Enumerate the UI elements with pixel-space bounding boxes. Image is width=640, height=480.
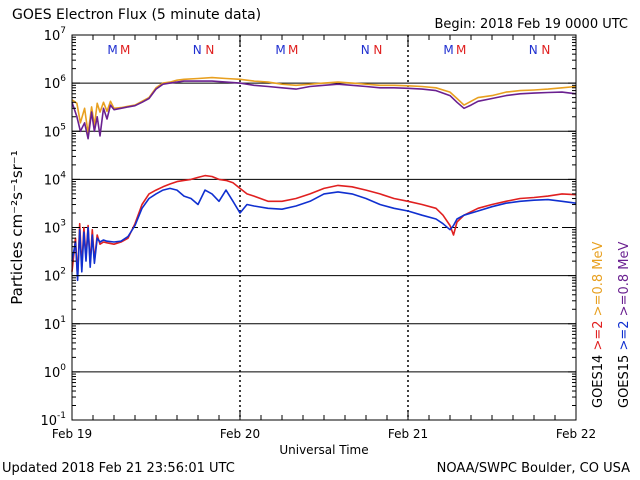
x-tick-label: Feb 19 <box>52 427 92 441</box>
y-tick-base: 10 <box>44 77 61 92</box>
y-tick-label: 104 <box>44 170 67 188</box>
satellite-marker: N <box>361 43 370 57</box>
chart-title: GOES Electron Flux (5 minute data) <box>12 7 262 23</box>
y-tick-label: 106 <box>44 74 67 92</box>
satellite-marker: N <box>205 43 214 57</box>
x-tick-label: Feb 20 <box>220 427 260 441</box>
legend-column-right_column: GOES15 >=2 >=0.8 MeV <box>617 242 632 408</box>
y-tick-exponent: 4 <box>60 170 66 180</box>
y-tick-base: 10 <box>44 318 61 333</box>
day-separators <box>239 35 409 420</box>
y-tick-exponent: 2 <box>60 267 66 277</box>
legend-entry: >=0.8 MeV <box>617 242 632 317</box>
legend-entry: GOES14 <box>591 355 606 408</box>
satellite-marker: N <box>529 43 538 57</box>
y-tick-exponent: 0 <box>60 363 66 373</box>
y-tick-base: 10 <box>44 29 61 44</box>
x-tick-label: Feb 22 <box>556 427 596 441</box>
legend-entry: >=2 <box>591 320 606 350</box>
satellite-marker: M <box>288 43 298 57</box>
y-tick-base: 10 <box>44 270 61 285</box>
satellite-marker: M <box>443 43 453 57</box>
satellite-marker: M <box>456 43 466 57</box>
legend-entry: GOES15 <box>617 355 632 408</box>
y-tick-exponent: 5 <box>60 122 66 132</box>
satellite-marker: N <box>373 43 382 57</box>
y-tick-label: 102 <box>44 267 66 285</box>
updated-timestamp: Updated 2018 Feb 21 23:56:01 UTC <box>2 461 235 476</box>
y-tick-label: 101 <box>44 315 66 333</box>
series-line-1 <box>71 80 577 140</box>
series-line-3 <box>71 187 577 282</box>
y-tick-label: 107 <box>44 26 66 44</box>
y-tick-label: 10-1 <box>40 411 66 429</box>
y-tick-exponent: 1 <box>60 315 66 325</box>
y-axis-label: Particles cm⁻²s⁻¹sr⁻¹ <box>8 150 26 304</box>
y-tick-label: 100 <box>44 363 67 381</box>
y-tick-exponent: -1 <box>57 411 66 421</box>
begin-time-label: Begin: 2018 Feb 19 0000 UTC <box>434 17 628 32</box>
legend-entry: >=2 <box>617 320 632 350</box>
legend-entry: >=0.8 MeV <box>591 242 606 317</box>
satellite-marker: M <box>107 43 117 57</box>
y-tick-exponent: 7 <box>60 26 66 36</box>
x-tick-label: Feb 21 <box>388 427 428 441</box>
y-tick-label: 103 <box>44 219 66 237</box>
y-tick-base: 10 <box>40 414 57 429</box>
y-tick-base: 10 <box>44 222 61 237</box>
x-axis-ticks: Feb 19 Feb 20 Feb 21 Feb 22 <box>52 35 596 441</box>
series-line-0 <box>71 76 577 135</box>
legend-column-left_column: GOES14 >=2 >=0.8 MeV <box>591 242 606 408</box>
y-tick-exponent: 3 <box>60 219 66 229</box>
x-axis-label: Universal Time <box>279 443 368 457</box>
satellite-marker: N <box>193 43 202 57</box>
y-tick-base: 10 <box>44 125 61 140</box>
satellite-marker: N <box>541 43 550 57</box>
satellite-marker: M <box>275 43 285 57</box>
y-tick-base: 10 <box>44 173 61 188</box>
y-tick-label: 105 <box>44 122 66 140</box>
gridlines <box>72 82 576 373</box>
series-line-2 <box>71 174 577 279</box>
y-tick-base: 10 <box>44 366 61 381</box>
series-layer <box>71 76 577 282</box>
y-tick-exponent: 6 <box>60 74 66 84</box>
satellite-marker: M <box>120 43 130 57</box>
credit-label: NOAA/SWPC Boulder, CO USA <box>436 461 630 476</box>
